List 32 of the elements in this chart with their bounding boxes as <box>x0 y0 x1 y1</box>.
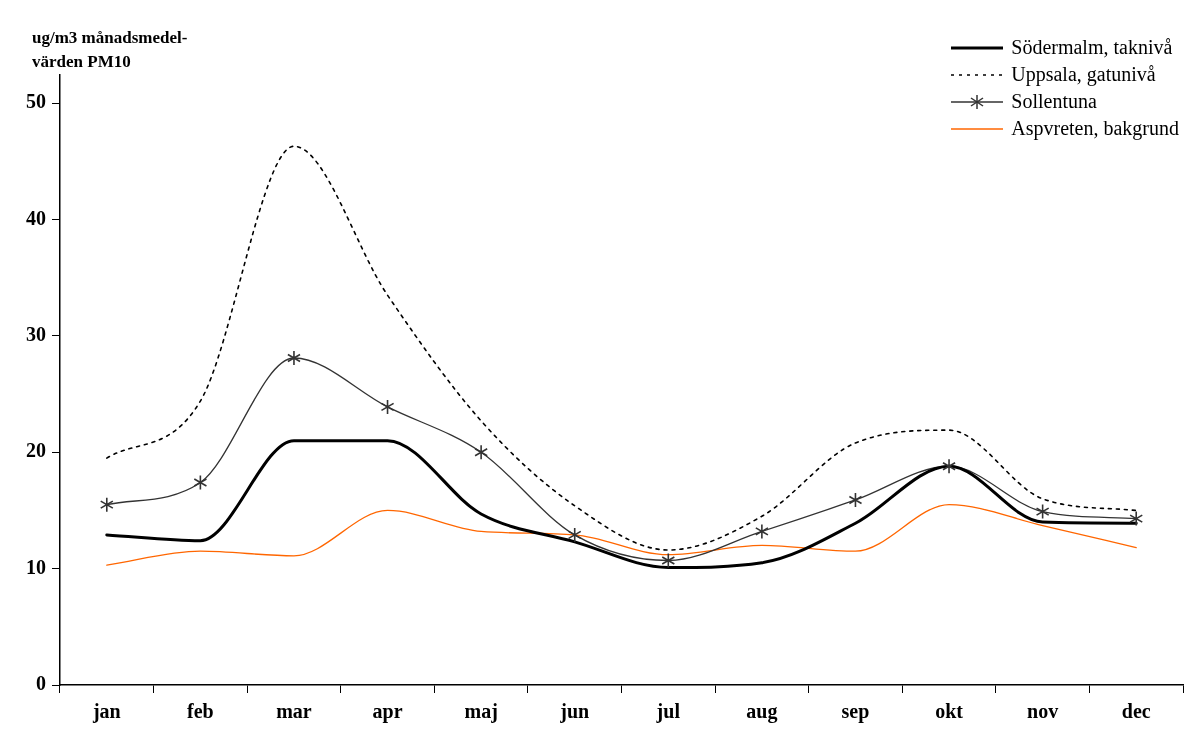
point <box>474 445 488 460</box>
x-tick-label: jul <box>655 700 681 724</box>
legend-label: Södermalm, taknivå <box>1011 36 1173 59</box>
y-tick-label: 10 <box>26 555 46 578</box>
y-tick-label: 0 <box>36 672 46 695</box>
x-tick-label: sep <box>841 700 870 724</box>
x-tick-label: jan <box>91 700 121 724</box>
x-tick-label: dec <box>1121 700 1151 723</box>
x-tick-label: nov <box>1027 700 1059 723</box>
x-tick-label: maj <box>464 700 498 724</box>
x-tick-label: apr <box>372 700 403 724</box>
point <box>755 524 769 539</box>
x-tick-label: jun <box>559 700 590 724</box>
x-tick-label: mar <box>276 700 312 723</box>
legend-label: Aspvreten, bakgrund <box>1011 117 1179 140</box>
point <box>942 459 956 474</box>
point <box>100 497 114 512</box>
y-tick-label: 30 <box>26 323 46 346</box>
point <box>661 553 675 568</box>
legend-label: Uppsala, gatunivå <box>1011 63 1156 86</box>
x-tick-label: aug <box>746 700 778 724</box>
legend-label: Sollentuna <box>1011 90 1097 113</box>
y-tick-label: 50 <box>26 90 46 113</box>
point <box>287 351 301 366</box>
point <box>568 527 582 542</box>
x-tick-label: okt <box>935 700 964 723</box>
x-tick-label: feb <box>187 700 214 723</box>
point <box>1129 511 1143 526</box>
line-series <box>106 503 1137 566</box>
y-tick-label: 40 <box>26 206 46 229</box>
y-axis-title: ug/m3 månadsmedel-värden PM10 <box>30 26 224 74</box>
y-tick-label: 20 <box>26 439 46 462</box>
